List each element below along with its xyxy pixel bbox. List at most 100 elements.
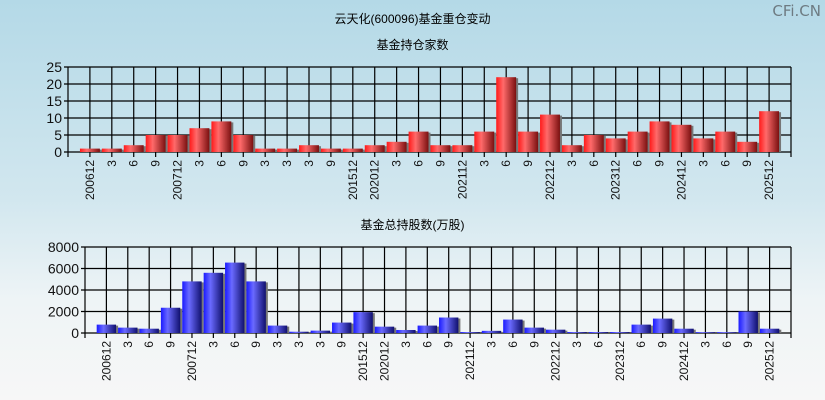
bar-holders-8 (255, 148, 276, 152)
bar-shares-2 (139, 328, 159, 333)
bar-shares-22 (567, 332, 587, 333)
bar-shares-31 (759, 328, 780, 333)
x-tick-label: 3 (121, 341, 135, 348)
x-tick-label: 6 (591, 341, 605, 348)
y-tick-label: 2000 (48, 304, 79, 320)
x-tick-label: 9 (521, 160, 535, 167)
bar-shares-14 (396, 329, 416, 333)
x-tick-label: 200612 (83, 160, 97, 200)
x-tick-label: 3 (271, 341, 285, 348)
bar-shares-8 (267, 325, 288, 333)
x-tick-label: 200612 (99, 341, 113, 381)
x-tick-label: 202412 (677, 341, 691, 381)
x-tick-label: 3 (206, 341, 220, 348)
x-tick-label: 9 (527, 341, 541, 348)
bar-shares-5 (203, 272, 224, 333)
x-tick-label: 9 (442, 341, 456, 348)
bar-holders-21 (540, 114, 560, 152)
x-tick-label: 6 (587, 160, 601, 167)
bar-holders-4 (167, 135, 188, 152)
y-tick-label: 4000 (48, 282, 79, 298)
x-tick-label: 6 (228, 341, 242, 348)
x-tick-label: 9 (653, 160, 667, 167)
x-tick-label: 6 (127, 160, 141, 167)
x-tick-label: 9 (149, 160, 163, 167)
x-tick-label: 202512 (763, 341, 777, 381)
x-tick-label: 202512 (762, 160, 776, 200)
bar-holders-22 (561, 145, 582, 152)
bar-shares-10 (310, 330, 331, 333)
x-tick-label: 3 (105, 160, 119, 167)
y-tick-label: 0 (54, 144, 62, 160)
bar-holders-30 (737, 141, 758, 152)
bar-shares-4 (182, 281, 202, 333)
bar-shares-0 (96, 324, 117, 333)
y-tick-label: 15 (46, 93, 62, 109)
bar-holders-18 (474, 131, 495, 152)
bar-holders-12 (342, 148, 363, 152)
x-tick-label: 3 (280, 160, 294, 167)
bar-shares-30 (738, 311, 758, 333)
bar-shares-29 (717, 332, 737, 333)
x-tick-label: 202012 (368, 160, 382, 200)
x-tick-label: 9 (335, 341, 349, 348)
x-tick-label: 3 (192, 160, 206, 167)
x-tick-label: 9 (433, 160, 447, 167)
bar-holders-11 (320, 148, 341, 152)
x-tick-label: 3 (258, 160, 272, 167)
x-tick-label: 201512 (356, 341, 370, 381)
x-tick-label: 3 (698, 341, 712, 348)
x-tick-label: 202212 (543, 160, 557, 200)
bar-holders-29 (715, 131, 736, 152)
bar-shares-1 (118, 327, 138, 333)
bar-holders-1 (101, 148, 122, 152)
x-tick-label: 202012 (378, 341, 392, 381)
bar-shares-12 (353, 312, 373, 333)
bar-shares-24 (610, 332, 630, 333)
y-tick-label: 0 (71, 325, 79, 341)
x-tick-label: 3 (696, 160, 710, 167)
bar-shares-17 (460, 332, 480, 333)
y-tick-label: 20 (46, 76, 62, 92)
bar-holders-27 (671, 124, 692, 152)
bar-shares-21 (545, 329, 566, 333)
bar-holders-5 (189, 128, 210, 152)
bar-holders-20 (518, 131, 539, 152)
bar-holders-26 (649, 121, 670, 152)
bar-holders-6 (211, 121, 232, 152)
y-tick-label: 6000 (48, 261, 79, 277)
x-tick-label: 9 (740, 160, 754, 167)
chart-title-holders: 基金持仓家数 (376, 38, 449, 52)
bar-holders-10 (299, 145, 319, 152)
bar-shares-19 (503, 319, 523, 333)
bar-shares-16 (439, 317, 459, 333)
bar-holders-3 (145, 135, 166, 152)
x-tick-label: 9 (324, 160, 338, 167)
x-tick-label: 6 (142, 341, 156, 348)
x-tick-label: 9 (164, 341, 178, 348)
x-tick-label: 3 (570, 341, 584, 348)
bar-shares-26 (652, 318, 673, 333)
bar-holders-25 (627, 131, 648, 152)
x-tick-label: 202112 (455, 160, 469, 199)
x-tick-label: 9 (656, 341, 670, 348)
x-tick-label: 9 (741, 341, 755, 348)
bar-shares-6 (225, 262, 245, 333)
bar-holders-2 (123, 145, 144, 152)
bar-shares-3 (160, 307, 181, 333)
bar-shares-18 (481, 330, 502, 333)
bar-holders-24 (605, 138, 626, 152)
y-tick-label: 5 (54, 127, 62, 143)
x-tick-label: 201512 (346, 160, 360, 200)
x-tick-label: 9 (236, 160, 250, 167)
bar-holders-31 (759, 111, 780, 152)
x-tick-label: 6 (718, 160, 732, 167)
watermark-logo: CFi.CN (772, 2, 821, 20)
bar-holders-16 (430, 145, 451, 152)
bar-shares-7 (246, 281, 266, 333)
x-tick-label: 6 (412, 160, 426, 167)
x-tick-label: 202312 (609, 160, 623, 200)
bar-holders-13 (364, 145, 385, 152)
x-tick-label: 6 (506, 341, 520, 348)
